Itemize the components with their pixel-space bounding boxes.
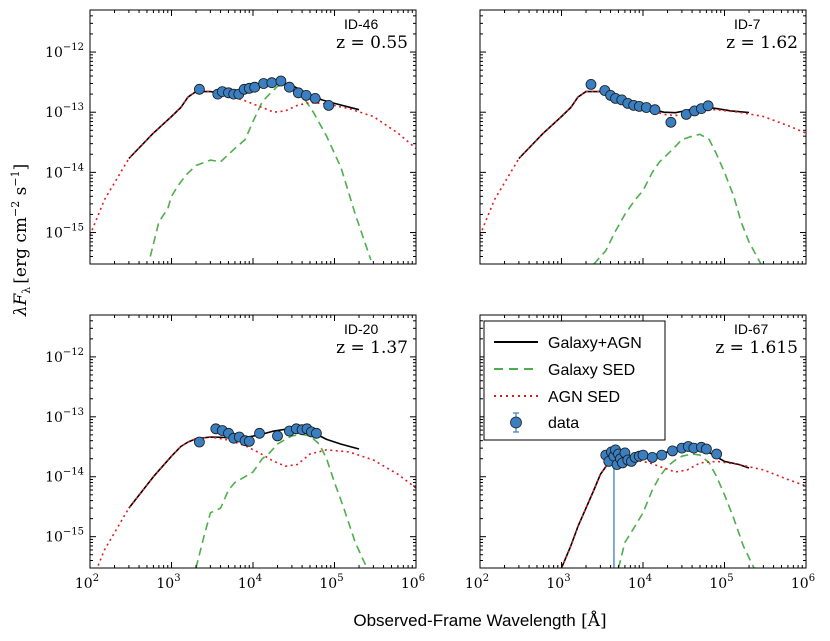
id-46-y-tick-label: 10−14	[45, 162, 84, 181]
panel-id-20: 10−12 10−13 10−14 10−15 102 103 104 105 106 ID-20…	[45, 314, 425, 592]
id-7-data-point	[665, 116, 677, 128]
legend-label-agn-sed: AGN SED	[548, 389, 620, 406]
id-20-data-point	[193, 436, 205, 448]
panel-id-46: 10−12 10−13 10−14 10−15 ID-46z = 0.55	[45, 9, 417, 265]
id-46-data-point	[309, 93, 321, 104]
id-67-id-label: ID-67	[734, 321, 768, 337]
id-20-redshift-label: z = 1.37	[336, 338, 408, 358]
y-axis-label-unit: [erg cm	[11, 217, 31, 284]
id-67-x-tick-label: 105	[709, 573, 733, 592]
id-46-data-point	[266, 77, 278, 89]
id-67-data-point	[637, 449, 649, 461]
id-67-agn-sed-line	[560, 456, 806, 568]
y-axis-label-exp1: −2	[9, 201, 22, 217]
id-20-data-point	[254, 427, 265, 439]
id-46-plot-area	[90, 75, 416, 261]
id-20-y-tick-label: 10−15	[45, 527, 84, 546]
y-axis-label-symbol: λF	[11, 292, 31, 317]
id-20-x-tick-label: 104	[238, 573, 262, 592]
id-20-agn-sed-line	[96, 436, 416, 568]
id-7-data-point	[702, 100, 714, 112]
id-46-y-tick-label: 10−12	[45, 42, 84, 61]
id-67-x-tick-label: 106	[791, 573, 815, 592]
id-20-x-tick-label: 106	[401, 573, 425, 592]
id-67-data-point	[711, 448, 722, 460]
id-46-agn-sed-line	[90, 90, 416, 236]
id-46-data-point	[300, 90, 312, 101]
legend-label-data: data	[548, 415, 579, 432]
id-20-y-tick-label: 10−14	[45, 467, 84, 486]
id-20-id-label: ID-20	[344, 321, 378, 337]
id-46-data-point	[323, 100, 335, 111]
legend-label-galaxy-agn: Galaxy+AGN	[548, 335, 642, 352]
id-67-data-point	[667, 445, 678, 457]
id-20-y-tick-label: 10−12	[45, 347, 84, 366]
id-67-data-point	[656, 449, 668, 461]
id-20-data-point	[272, 430, 283, 442]
x-axis-label-unit: [Å]	[581, 610, 607, 631]
id-7-redshift-label: z = 1.62	[726, 33, 798, 53]
id-46-data-point	[193, 83, 205, 95]
id-46-galaxy-sed-line	[149, 83, 372, 261]
id-20-x-tick-label: 102	[75, 573, 99, 592]
id-20-x-tick-label: 105	[319, 573, 343, 592]
id-7-data-point	[585, 79, 597, 90]
y-axis-label-s: s	[11, 187, 31, 201]
y-axis-label-close: ]	[11, 164, 31, 171]
id-67-x-tick-label: 104	[628, 573, 652, 592]
y-axis-label: λFλ [erg cm−2 s−1]	[9, 164, 33, 318]
id-7-plot-area	[480, 79, 806, 264]
panel-id-7: ID-7z = 1.62	[479, 9, 807, 265]
id-7-id-label: ID-7	[734, 16, 761, 32]
id-67-data-point	[701, 443, 712, 455]
id-67-x-tick-label: 102	[465, 573, 489, 592]
id-46-redshift-label: z = 0.55	[336, 33, 408, 53]
panel-id-67: 102 103 104 105 106 ID-67z = 1.615	[465, 314, 815, 592]
id-46-y-tick-label: 10−13	[45, 102, 84, 121]
id-46-data-point	[283, 81, 295, 93]
id-7-data-point	[649, 104, 661, 116]
id-46-id-label: ID-46	[344, 16, 378, 32]
legend-swatch-data	[510, 416, 522, 429]
id-20-plot-area	[96, 423, 416, 568]
id-20-x-tick-label: 103	[156, 573, 180, 592]
y-axis-label-sub: λ	[20, 287, 33, 294]
legend: Galaxy+AGN Galaxy SED AGN SED data	[483, 320, 666, 441]
id-46-data-point	[249, 81, 261, 93]
id-67-x-tick-label: 103	[546, 573, 570, 592]
legend-label-galaxy-sed: Galaxy SED	[548, 362, 635, 379]
id-67-galaxy-sed-line	[617, 453, 755, 568]
id-7-agn-sed-line	[480, 90, 806, 236]
id-46-data-point	[275, 75, 287, 87]
id-20-galaxy-sed-line	[195, 433, 368, 568]
id-67-data-point	[646, 451, 658, 463]
x-axis-label-text: Observed-Frame Wavelength	[353, 611, 575, 630]
id-67-plot-area	[560, 441, 806, 568]
id-20-data-point	[310, 427, 322, 439]
id-7-galaxy-sed-line	[593, 133, 762, 264]
id-20-data-point	[243, 435, 255, 447]
id-46-y-tick-label: 10−15	[45, 223, 84, 242]
id-67-redshift-label: z = 1.615	[715, 338, 798, 358]
y-axis-label-exp2: −1	[9, 170, 22, 186]
x-axis-label: Observed-Frame Wavelength [Å]	[353, 610, 606, 631]
id-20-y-tick-label: 10−13	[45, 407, 84, 426]
